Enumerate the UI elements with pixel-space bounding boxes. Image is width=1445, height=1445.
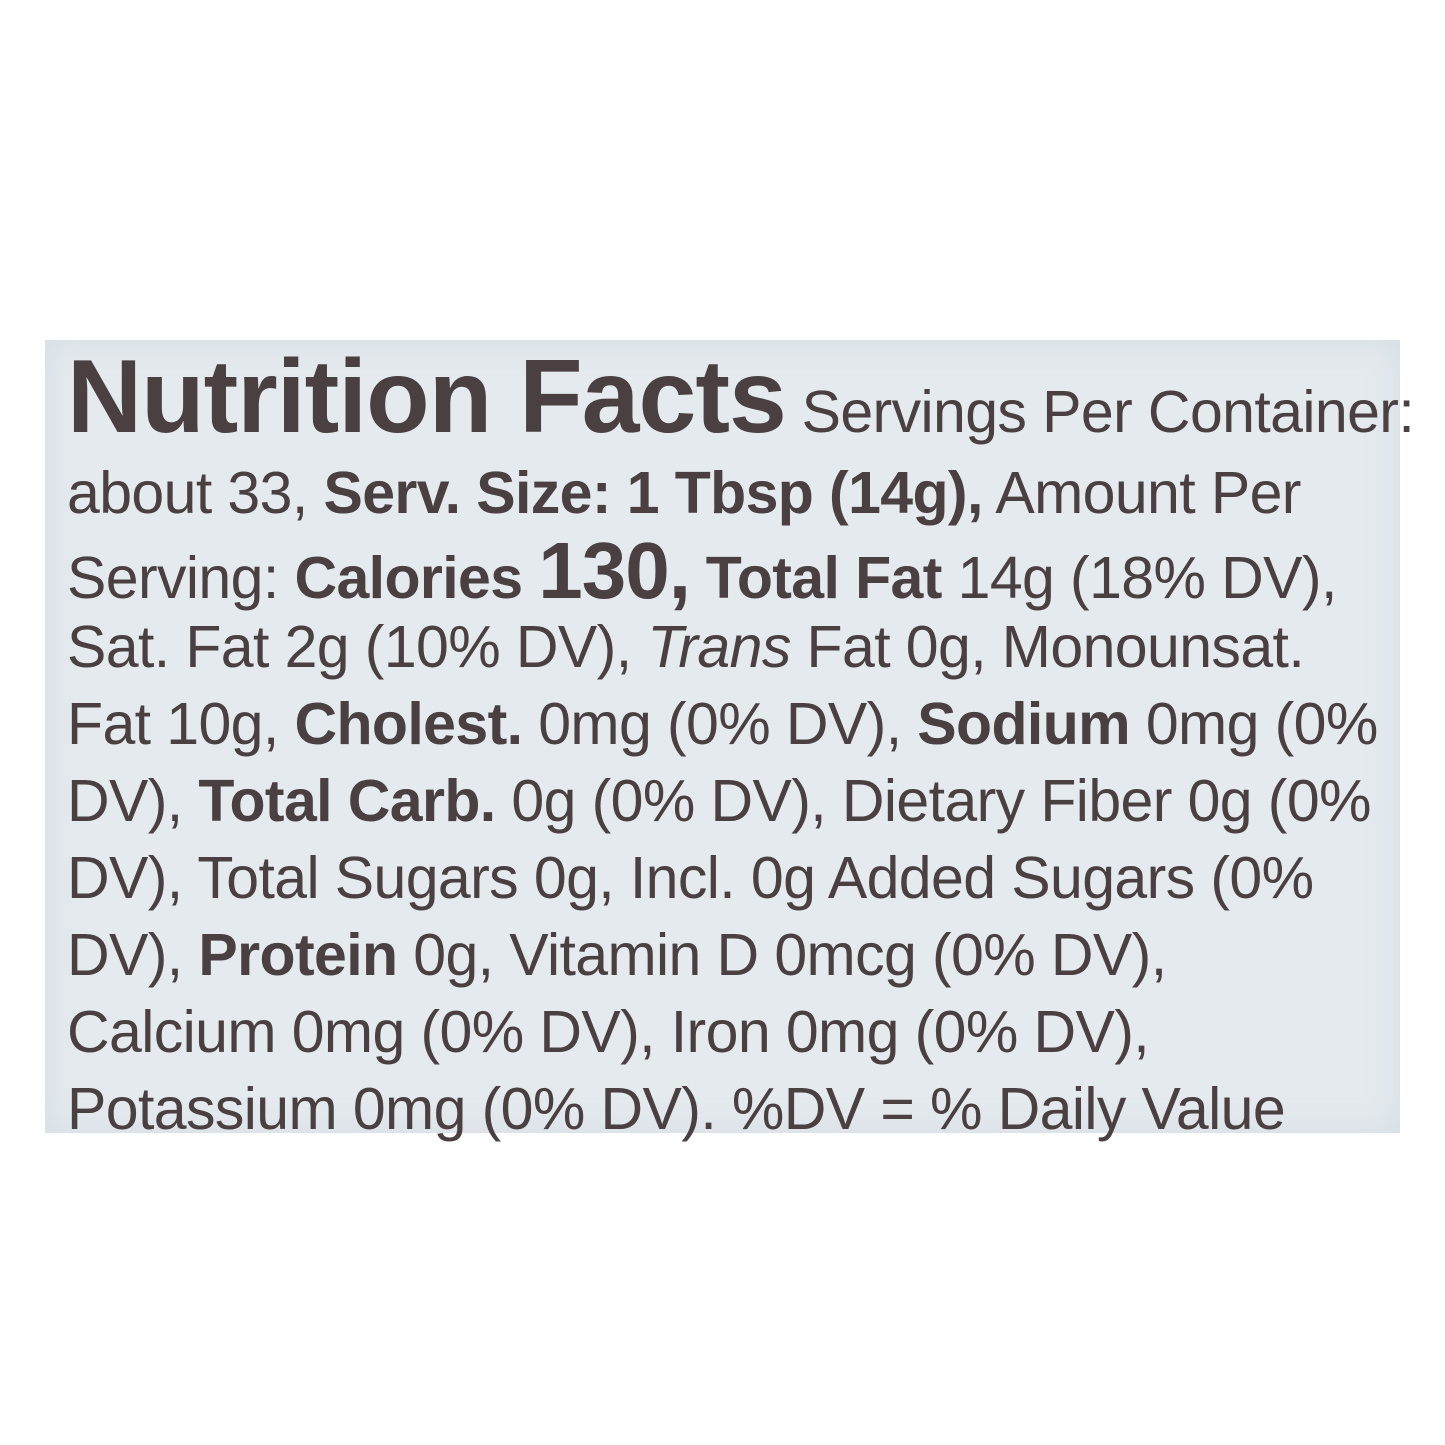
- label-text-segment: DV),: [67, 768, 199, 834]
- label-line: DV), Protein 0g, Vitamin D 0mcg (0% DV),: [67, 917, 1414, 994]
- label-line: Serving: Calories 130, Total Fat 14g (18…: [67, 531, 1414, 612]
- label-text-segment: Sodium: [917, 691, 1131, 757]
- label-line: Potassium 0mg (0% DV). %DV = % Daily Val…: [67, 1071, 1414, 1148]
- label-text-segment: Calories: [294, 545, 539, 611]
- label-text-segment: 0g, Vitamin D 0mcg (0% DV),: [397, 922, 1167, 988]
- label-text-segment: DV), Total Sugars 0g, Incl. 0g Added Sug…: [67, 845, 1314, 911]
- label-text-segment: Sat. Fat 2g (10% DV),: [67, 614, 648, 680]
- label-line: Fat 10g, Cholest. 0mg (0% DV), Sodium 0m…: [67, 686, 1414, 763]
- label-text-segment: Total Carb.: [198, 768, 496, 834]
- label-text-segment: DV),: [67, 922, 199, 988]
- label-line: Sat. Fat 2g (10% DV), Trans Fat 0g, Mono…: [67, 609, 1414, 686]
- nutrition-facts-label: Nutrition Facts Servings Per Container: a…: [45, 340, 1415, 1142]
- label-text-segment: Calcium 0mg (0% DV), Iron 0mg (0% DV),: [67, 999, 1150, 1065]
- label-text-segment: about 33,: [67, 460, 324, 526]
- label-text-segment: Potassium 0mg (0% DV). %DV = % Daily Val…: [67, 1076, 1286, 1142]
- label-text-segment: Amount Per: [982, 460, 1301, 526]
- label-line: DV), Total Sugars 0g, Incl. 0g Added Sug…: [67, 840, 1414, 917]
- label-text-segment: Fat 0g, Monounsat.: [790, 614, 1305, 680]
- label-text-segment: 0g (0% DV), Dietary Fiber 0g (0%: [495, 768, 1371, 834]
- label-text-segment: Cholest.: [294, 691, 523, 757]
- label-text-segment: Fat 10g,: [67, 691, 295, 757]
- label-text-segment: Protein: [198, 922, 398, 988]
- label-line: about 33, Serv. Size: 1 Tbsp (14g), Amou…: [67, 455, 1414, 532]
- label-text-segment: 14g (18% DV),: [941, 545, 1338, 611]
- label-text-segment: Serv. Size: 1 Tbsp (14g),: [323, 460, 983, 526]
- label-text-segment: Total Fat: [689, 545, 943, 611]
- label-line: Nutrition Facts Servings Per Container:: [67, 339, 1415, 455]
- label-text-segment: Trans: [647, 614, 791, 680]
- label-text-segment: Serving:: [67, 545, 295, 611]
- label-text-segment: 0mg (0% DV),: [522, 691, 918, 757]
- label-text-segment: 0mg (0%: [1130, 691, 1379, 757]
- label-title: Nutrition Facts: [67, 339, 787, 455]
- label-line: Calcium 0mg (0% DV), Iron 0mg (0% DV),: [67, 994, 1414, 1071]
- label-line: DV), Total Carb. 0g (0% DV), Dietary Fib…: [67, 763, 1414, 840]
- label-text-segment: Servings Per Container:: [785, 379, 1415, 445]
- label-text-segment: 130,: [538, 526, 691, 615]
- nutrition-text: Nutrition Facts Servings Per Container: a…: [67, 339, 1415, 1148]
